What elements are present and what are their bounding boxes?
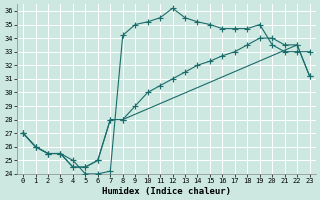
X-axis label: Humidex (Indice chaleur): Humidex (Indice chaleur)	[102, 187, 231, 196]
